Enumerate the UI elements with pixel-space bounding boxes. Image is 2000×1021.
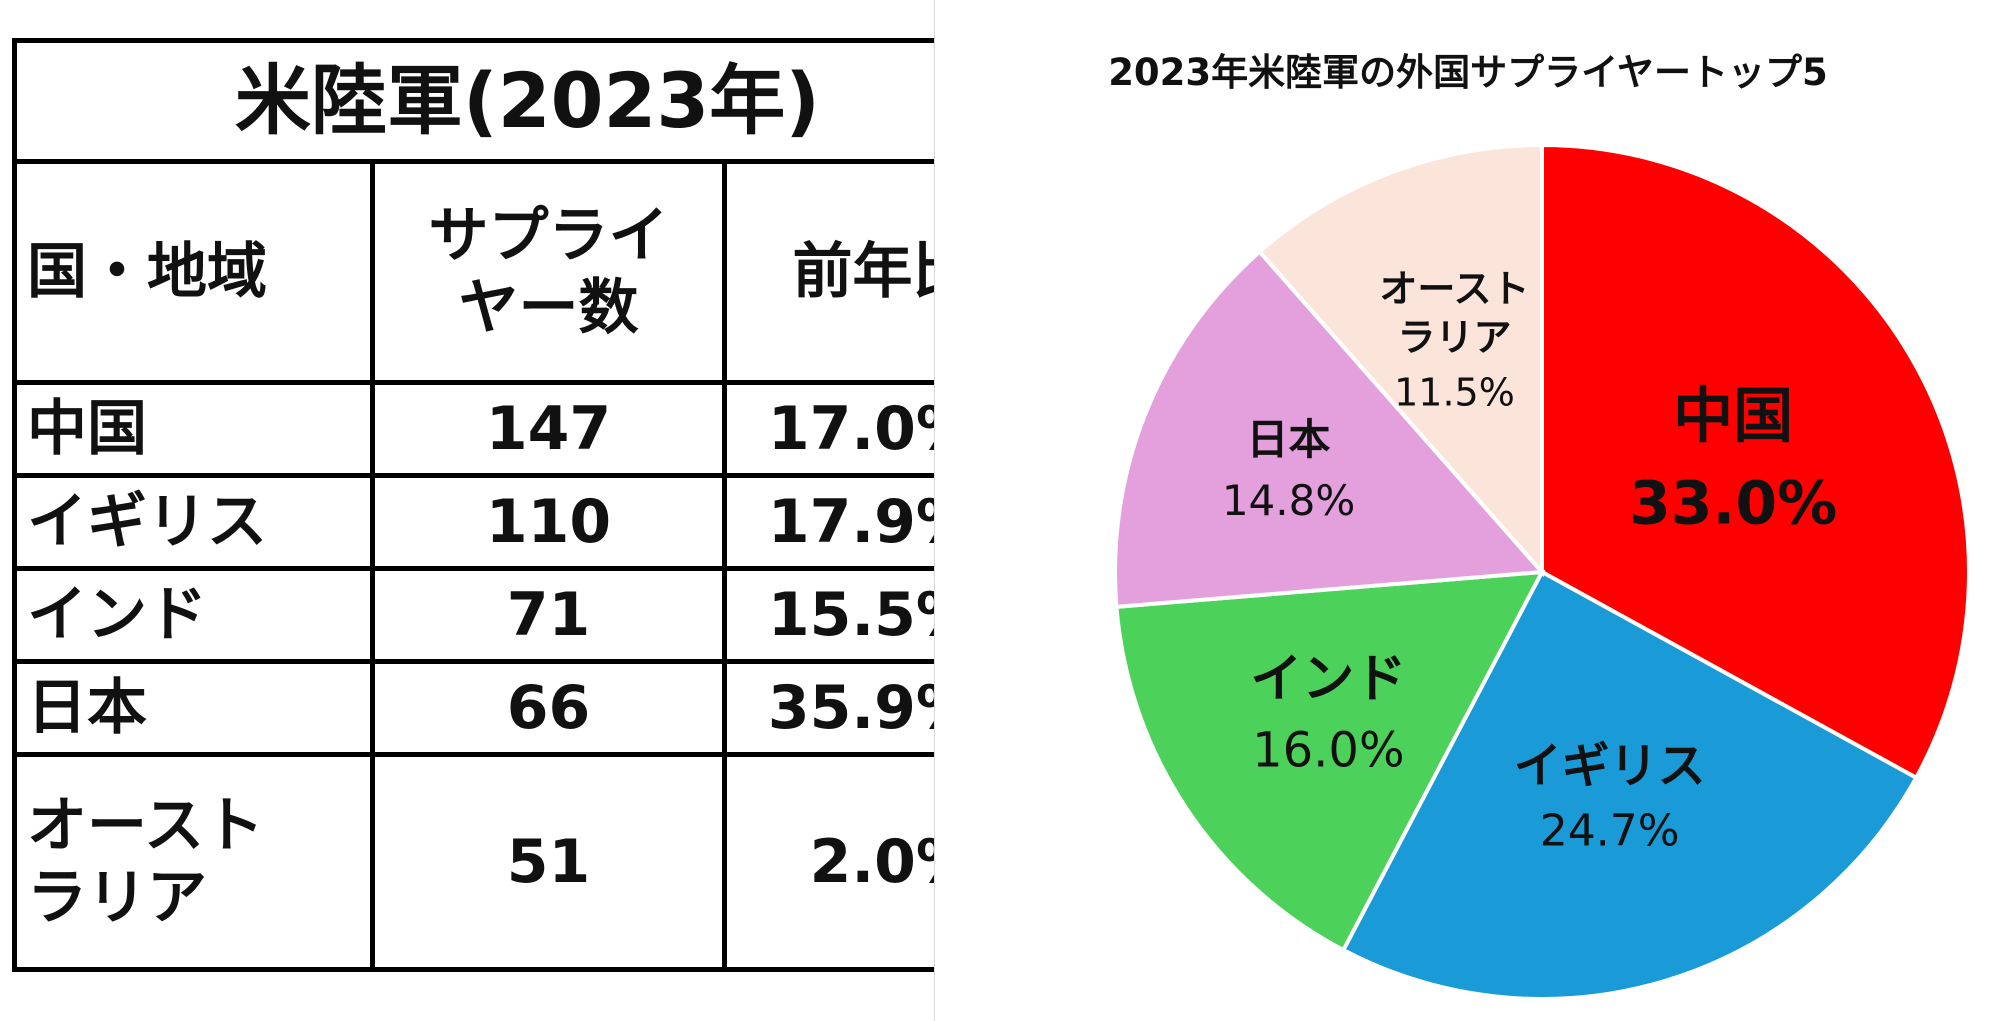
pie-chart: 中国 33.0% イギリス 24.7% インド 16.0% 日本 14.8% オーストラリア 11… — [1113, 142, 1971, 1001]
slice-value-label: 24.7% — [1540, 806, 1680, 857]
pie-slice — [1540, 142, 1971, 781]
slice-label: イギリス — [1514, 738, 1706, 794]
table-row: オースト ラリア 51 2.0%増 — [12, 752, 1044, 972]
cell-count: 66 — [370, 659, 727, 757]
pie-slice — [1256, 142, 1544, 578]
cell-count: 110 — [370, 473, 727, 571]
chart-panel: 2023年米陸軍の外国サプライヤートップ5 中国 33.0% イギリス 24.7% イン… — [934, 0, 2000, 1021]
header-supplier-count: サプライ ヤー数 — [370, 159, 727, 385]
slice-label: オーストラリア — [1379, 267, 1529, 360]
cell-count: 51 — [370, 752, 727, 972]
table-row: 中国 147 17.0%減 — [12, 380, 1044, 478]
cell-count: 71 — [370, 566, 727, 664]
table-title: 米陸軍(2023年) — [11, 38, 1044, 164]
slice-value-label: 14.8% — [1222, 476, 1355, 525]
slice-value-label: 33.0% — [1629, 468, 1837, 538]
slice-label: 日本 — [1247, 415, 1331, 464]
pie-slice — [1113, 248, 1547, 609]
slice-label: 中国 — [1673, 381, 1793, 451]
pie-slice — [1114, 569, 1546, 953]
table-row: イギリス 110 17.9%減 — [12, 473, 1044, 571]
chart-title: 2023年米陸軍の外国サプライヤートップ5 — [1108, 51, 1828, 94]
slice-label: インド — [1250, 650, 1406, 710]
cell-count: 147 — [370, 380, 727, 478]
cell-country: 中国 — [12, 380, 375, 478]
cell-country: オースト ラリア — [12, 752, 375, 972]
cell-country: イギリス — [12, 473, 375, 571]
slice-value-label: 16.0% — [1252, 722, 1404, 778]
table-row: 日本 66 35.9%減 — [12, 659, 1044, 757]
supplier-table: 米陸軍(2023年) 国・地域 サプライ ヤー数 前年比 中国 147 17.0… — [11, 38, 1044, 972]
cell-country: インド — [12, 566, 375, 664]
cell-country: 日本 — [12, 659, 375, 757]
slice-value-label: 11.5% — [1394, 370, 1515, 414]
header-country: 国・地域 — [12, 159, 375, 385]
table-row: インド 71 15.5%減 — [12, 566, 1044, 664]
